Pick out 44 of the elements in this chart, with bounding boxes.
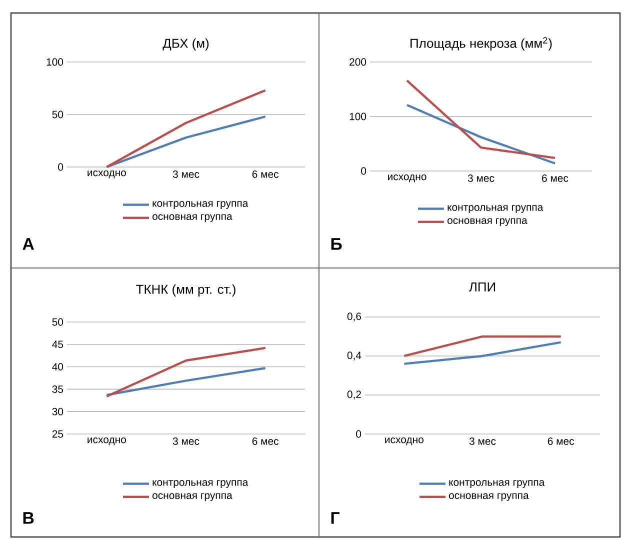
x-tick-label: 3 мес (468, 174, 494, 182)
y-tick-label: 0 (361, 167, 366, 175)
x-tick-label: исходно (88, 438, 126, 446)
y-tick-label: 40 (52, 363, 64, 370)
y-tick-label: 100 (350, 112, 366, 120)
x-tick-label: 6 мес (542, 174, 568, 182)
y-tick-label: 100 (46, 58, 64, 66)
chart-title: ДБХ (м) (162, 38, 209, 50)
legend-label: контрольная группа (448, 205, 544, 213)
x-tick-label: исходно (388, 174, 426, 182)
chart-title: Площадь некроза (мм$^{2}$) (410, 37, 552, 50)
y-tick-label: 25 (52, 430, 64, 438)
legend-label: основная группа (152, 214, 232, 222)
y-tick-label: 0 (58, 163, 64, 171)
y-tick-label: 30 (52, 408, 64, 416)
y-tick-label: 0 (356, 430, 362, 438)
x-tick-label: 3 мес (172, 438, 200, 445)
text: В (23, 512, 34, 524)
y-tick-label: 45 (52, 340, 64, 348)
x-tick-label: 3 мес (172, 170, 200, 178)
x-tick-label: 6 мес (548, 438, 574, 445)
x-tick-label: 6 мес (252, 170, 279, 178)
legend-label: основная группа (448, 493, 529, 502)
chart-title: ТКНК (мм рт. ст.) (136, 284, 236, 296)
legend-label: основная группа (447, 218, 528, 226)
y-tick-label: 0,2 (347, 390, 361, 400)
legend-label: контрольная группа (449, 480, 545, 488)
y-tick-label: 50 (52, 110, 64, 118)
text: А (22, 238, 34, 250)
y-tick-label: 0,4 (347, 352, 362, 360)
y-tick-label: 35 (52, 385, 64, 393)
x-tick-label: 6 мес (252, 438, 279, 445)
legend-label: контрольная группа (152, 201, 248, 209)
x-tick-label: исходно (88, 170, 126, 178)
x-tick-label: 3 мес (469, 438, 496, 445)
y-tick-label: 50 (52, 318, 64, 326)
x-tick-label: исходно (385, 438, 424, 446)
text: Г (331, 512, 340, 524)
y-tick-label: 0,6 (347, 312, 362, 322)
legend-label: основная группа (152, 493, 232, 502)
y-tick-label: 200 (350, 58, 366, 66)
text: Б (331, 238, 342, 250)
chart-title: ЛПИ (469, 282, 496, 292)
legend-label: контрольная группа (152, 480, 248, 488)
